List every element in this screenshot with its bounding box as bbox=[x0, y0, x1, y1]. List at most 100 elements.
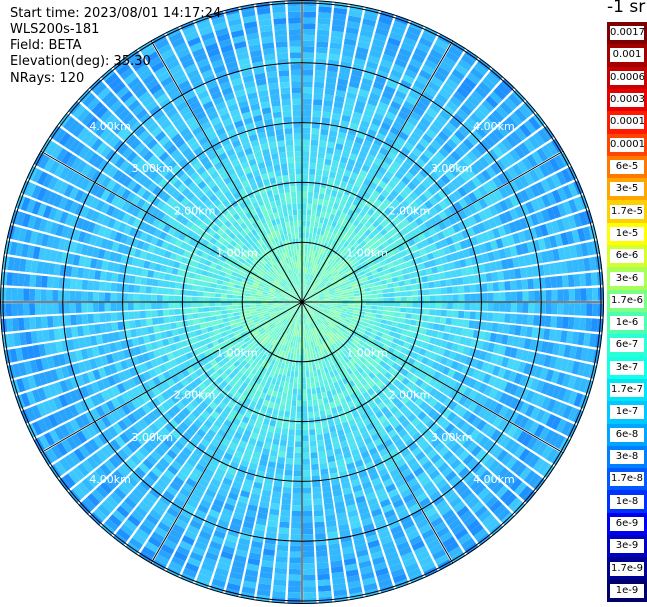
range-gate-cell bbox=[349, 255, 356, 262]
range-gate-cell bbox=[573, 376, 583, 391]
range-gate-cell bbox=[404, 171, 415, 181]
range-gate-cell bbox=[340, 238, 347, 246]
range-gate-cell bbox=[340, 312, 347, 317]
range-gate-cell bbox=[365, 247, 373, 254]
range-gate-cell bbox=[316, 163, 324, 170]
range-gate-cell bbox=[397, 222, 406, 230]
range-gate-cell bbox=[463, 195, 473, 206]
range-gate-cell bbox=[318, 259, 323, 266]
range-gate-cell bbox=[331, 160, 339, 168]
range-gate-cell bbox=[464, 337, 473, 347]
range-gate-cell bbox=[571, 361, 581, 375]
range-gate-cell bbox=[498, 213, 508, 225]
range-gate-cell bbox=[282, 486, 292, 494]
range-gate-cell bbox=[414, 270, 422, 278]
range-gate-cell bbox=[479, 321, 487, 331]
range-gate-cell bbox=[393, 286, 401, 292]
range-gate-cell bbox=[457, 220, 467, 231]
range-gate-cell bbox=[311, 275, 316, 282]
range-gate-cell bbox=[288, 574, 301, 581]
range-gate-cell bbox=[288, 382, 294, 389]
range-gate-cell bbox=[287, 388, 293, 395]
range-gate-cell bbox=[203, 297, 210, 302]
range-gate-cell bbox=[554, 233, 564, 247]
range-gate-cell bbox=[464, 293, 471, 302]
range-gate-cell bbox=[422, 315, 429, 322]
range-gate-cell bbox=[194, 324, 201, 331]
range-gate-cell bbox=[307, 299, 314, 301]
range-gate-cell bbox=[348, 177, 356, 186]
range-gate-cell bbox=[291, 522, 302, 529]
range-gate-cell bbox=[554, 262, 562, 275]
range-gate-cell bbox=[170, 322, 177, 330]
range-gate-cell bbox=[450, 134, 462, 146]
range-gate-cell bbox=[305, 371, 310, 378]
range-gate-cell bbox=[343, 241, 350, 248]
range-gate-cell bbox=[314, 521, 325, 529]
range-gate-cell bbox=[478, 330, 486, 340]
range-gate-cell bbox=[327, 201, 334, 208]
range-gate-cell bbox=[369, 316, 376, 322]
range-gate-cell bbox=[317, 17, 331, 25]
range-gate-cell bbox=[354, 161, 363, 170]
range-gate-cell bbox=[336, 295, 343, 299]
range-gate-cell bbox=[317, 151, 325, 159]
range-gate-cell bbox=[493, 202, 504, 214]
range-gate-cell bbox=[457, 158, 469, 170]
range-gate-cell bbox=[347, 273, 354, 279]
range-gate-cell bbox=[504, 152, 516, 166]
range-gate-cell bbox=[312, 283, 317, 289]
range-gate-cell bbox=[320, 229, 325, 236]
range-gate-cell bbox=[151, 317, 159, 325]
range-gate-cell bbox=[293, 481, 302, 488]
range-gate-cell bbox=[462, 155, 473, 167]
range-gate-cell bbox=[384, 136, 395, 146]
range-gate-cell bbox=[498, 345, 507, 356]
range-gate-cell bbox=[313, 370, 318, 377]
range-gate-cell bbox=[316, 369, 322, 376]
range-gate-cell bbox=[390, 69, 403, 79]
range-gate-cell bbox=[358, 289, 366, 293]
range-gate-cell bbox=[446, 154, 457, 166]
range-gate-cell bbox=[508, 324, 516, 335]
range-gate-cell bbox=[395, 136, 406, 146]
range-gate-cell bbox=[314, 75, 325, 83]
range-gate-cell bbox=[430, 140, 442, 151]
range-gate-cell bbox=[571, 229, 581, 243]
range-gate-cell bbox=[434, 241, 443, 250]
range-gate-cell bbox=[313, 405, 319, 412]
range-gate-cell bbox=[492, 282, 500, 292]
range-gate-cell bbox=[302, 441, 309, 448]
range-gate-cell bbox=[432, 250, 440, 259]
range-gate-cell bbox=[482, 182, 493, 194]
range-gate-cell bbox=[302, 255, 305, 262]
range-gate-cell bbox=[319, 266, 324, 273]
range-gate-cell bbox=[401, 209, 410, 218]
range-gate-cell bbox=[134, 276, 142, 285]
range-gate-cell bbox=[322, 269, 328, 275]
range-gate-cell bbox=[379, 96, 391, 106]
range-gate-cell bbox=[371, 305, 378, 310]
range-gate-cell bbox=[463, 77, 477, 90]
range-gate-cell bbox=[325, 243, 331, 251]
range-gate-cell bbox=[303, 557, 315, 564]
range-gate-cell bbox=[357, 230, 364, 237]
range-gate-cell bbox=[339, 245, 346, 253]
range-gate-cell bbox=[317, 573, 330, 581]
range-gate-cell bbox=[384, 207, 392, 216]
range-gate-cell bbox=[289, 563, 301, 570]
range-gate-cell bbox=[304, 261, 307, 268]
range-gate-cell bbox=[313, 192, 319, 199]
range-gate-cell bbox=[454, 64, 469, 76]
range-gate-cell bbox=[429, 337, 437, 345]
range-gate-cell bbox=[461, 328, 469, 337]
range-gate-cell bbox=[302, 499, 312, 506]
range-gate-cell bbox=[272, 408, 279, 416]
range-gate-cell bbox=[69, 290, 76, 302]
range-gate-cell bbox=[525, 266, 533, 278]
range-gate-cell bbox=[352, 313, 359, 317]
range-gate-cell bbox=[391, 198, 401, 208]
range-gate-cell bbox=[384, 170, 394, 180]
range-gate-cell bbox=[324, 305, 331, 308]
range-gate-cell bbox=[335, 265, 341, 271]
